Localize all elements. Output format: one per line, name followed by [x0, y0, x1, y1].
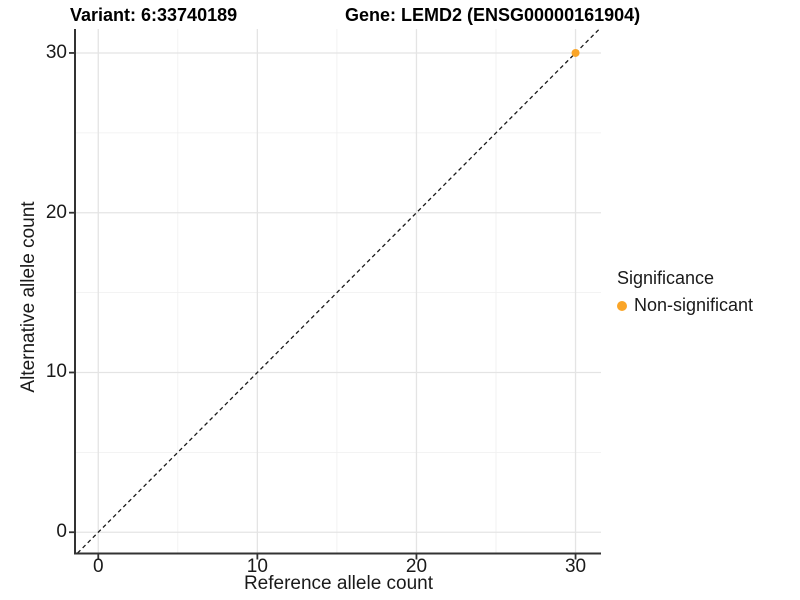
x-tick-label: 0	[92, 556, 104, 577]
data-point	[571, 48, 580, 57]
gene-title: Gene: LEMD2 (ENSG00000161904)	[345, 5, 641, 25]
legend-item: Non-significant	[617, 295, 753, 316]
legend-item-label: Non-significant	[634, 295, 754, 315]
y-tick-label: 10	[45, 361, 67, 383]
identity-dashed-line	[77, 28, 600, 554]
x-axis-title: Reference allele count	[243, 573, 434, 594]
x-tick-label: 10	[246, 556, 268, 577]
y-tick-label: 30	[45, 41, 67, 63]
plot-title: Variant: 6:33740189 Gene: LEMD2 (ENSG000…	[0, 5, 800, 27]
y-tick-label: 0	[56, 521, 67, 543]
legend-point-icon	[617, 300, 627, 311]
x-tick-label: 20	[405, 556, 428, 577]
y-tick-label: 20	[45, 201, 67, 223]
variant-title: Variant: 6:33740189	[70, 5, 238, 25]
legend-title: Significance	[617, 268, 715, 288]
y-axis-title: Alternative allele count	[18, 201, 39, 393]
legend: Significance Non-significant	[617, 268, 753, 316]
x-tick-label: 30	[564, 556, 587, 577]
